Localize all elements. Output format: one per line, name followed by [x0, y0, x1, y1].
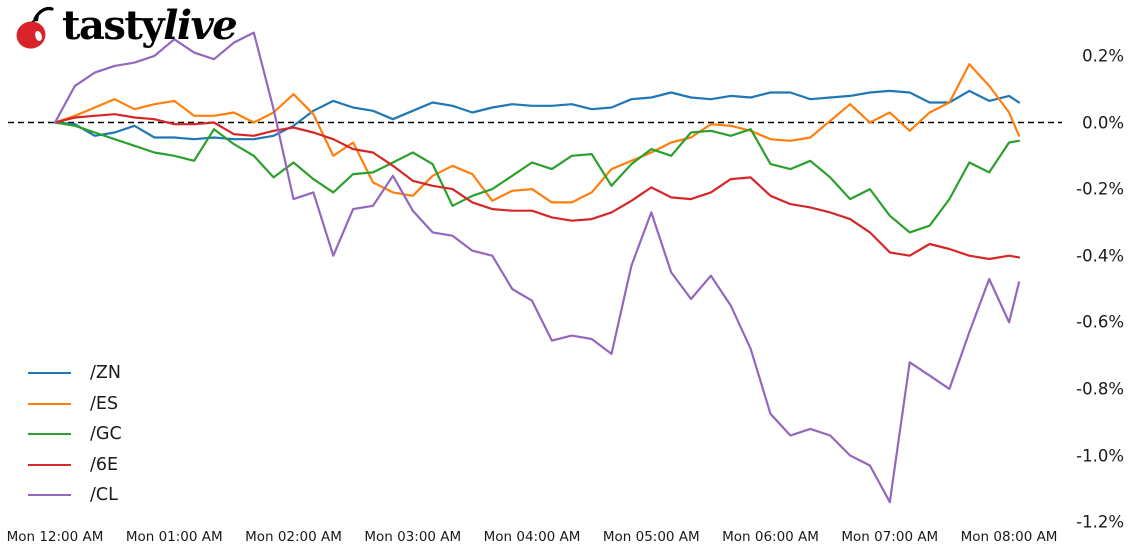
legend-line-swatch: [28, 463, 71, 466]
x-tick-label: Mon 03:00 AM: [364, 529, 462, 545]
brand-suffix: live: [163, 2, 238, 49]
series-line-es: [53, 63, 1021, 204]
y-tick-label: -1.2%: [1076, 512, 1124, 532]
legend-label: /CL: [90, 485, 118, 506]
x-tick-label: Mon 06:00 AM: [722, 529, 819, 545]
legend-label: /ZN: [90, 363, 121, 384]
cherry-icon: [16, 6, 54, 49]
y-tick-label: -0.6%: [1076, 312, 1124, 332]
legend-item-gc: /GC: [28, 419, 122, 450]
brand-wordmark: tastylive: [62, 2, 238, 49]
y-tick-label: -0.8%: [1076, 379, 1124, 399]
x-tick-label: Mon 12:00 AM: [6, 529, 104, 545]
x-tick-label: Mon 01:00 AM: [125, 529, 223, 545]
y-tick-label: -1.0%: [1076, 446, 1124, 465]
x-tick-label: Mon 07:00 AM: [841, 529, 939, 545]
legend-line-swatch: [28, 494, 71, 497]
y-tick-label: 0.0%: [1082, 113, 1124, 132]
legend-item-zn: /ZN: [28, 358, 122, 389]
series-line-gc: [53, 121, 1021, 234]
x-tick-label: Mon 05:00 AM: [602, 529, 700, 545]
legend-label: /ES: [90, 393, 119, 414]
chart-legend: /ZN/ES/GC/6E/CL: [28, 358, 122, 511]
x-tick-label: Mon 02:00 AM: [245, 529, 342, 545]
tastylive-logo: tastylive: [14, 2, 238, 52]
y-tick-label: 0.2%: [1082, 46, 1124, 66]
y-tick-label: -0.4%: [1076, 246, 1124, 266]
legend-line-swatch: [28, 402, 71, 405]
legend-item-es: /ES: [28, 389, 122, 420]
legend-label: /6E: [90, 454, 119, 475]
x-tick-label: Mon 04:00 AM: [483, 529, 581, 545]
series-line-zn: [53, 89, 1021, 141]
y-tick-label: -0.2%: [1076, 179, 1124, 199]
legend-item-cl: /CL: [28, 480, 122, 511]
brand-prefix: tasty: [62, 2, 165, 49]
legend-line-swatch: [28, 433, 71, 436]
legend-line-swatch: [28, 372, 71, 375]
legend-label: /GC: [90, 424, 122, 445]
legend-item-6e: /6E: [28, 450, 122, 481]
x-tick-label: Mon 08:00 AM: [960, 529, 1058, 545]
series-line-cl: [53, 31, 1021, 504]
series-line-6e: [53, 113, 1021, 261]
